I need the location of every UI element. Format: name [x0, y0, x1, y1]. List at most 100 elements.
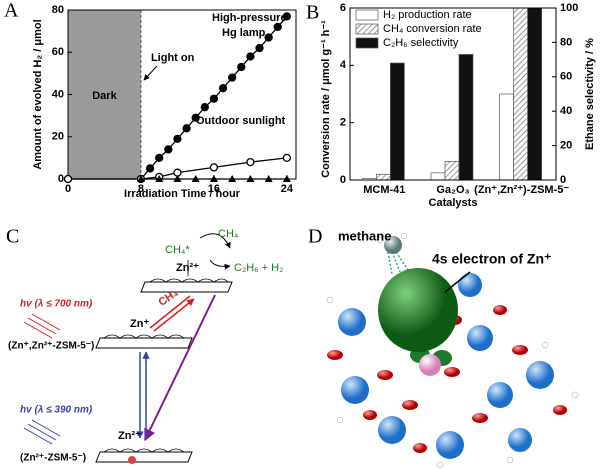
arrow	[153, 298, 195, 332]
zn-atom	[419, 354, 441, 376]
y-tick-label: 20	[52, 131, 64, 143]
light-label: hv (λ ≤ 700 nm)	[20, 299, 93, 310]
h-atom	[336, 416, 344, 424]
light-ray	[31, 313, 61, 331]
arrow	[199, 233, 231, 249]
atom	[553, 405, 567, 415]
legend-label: C₂H₆ selectivity	[383, 37, 459, 49]
h-atom	[376, 236, 384, 244]
legend-swatch	[355, 23, 379, 35]
atom	[363, 410, 377, 420]
marker	[218, 84, 228, 93]
panel-label: B	[306, 2, 319, 24]
state-label: (Zn⁺,Zn²⁺-ZSM-5⁻)	[8, 341, 94, 352]
series-label: Hg lamp	[222, 27, 266, 39]
atom	[378, 416, 406, 444]
species: CH₄	[218, 228, 239, 240]
marker	[191, 113, 200, 122]
species: Zn⁺	[130, 318, 149, 330]
marker	[182, 124, 191, 133]
species: C₂H₆ + H₂	[234, 262, 283, 274]
methane-atom	[384, 236, 402, 254]
bar	[499, 93, 515, 181]
atom	[467, 325, 493, 351]
atom	[508, 428, 532, 452]
marker	[63, 174, 73, 184]
region-label: Dark	[92, 90, 117, 102]
y-axis-label: Amount of evolved H₂ / μmol	[32, 19, 44, 169]
panel-c: C CH₄* CH₄ Zn²⁺ C₂H₆ + H₂ hv (λ ≤ 700 nm…	[6, 226, 283, 464]
plot-frame	[349, 7, 557, 181]
bar	[527, 7, 543, 181]
marker	[209, 94, 219, 103]
species: Zn²⁺	[118, 430, 141, 442]
marker	[246, 157, 255, 167]
state-label: (Zn²⁺-ZSM-5⁻)	[20, 453, 86, 464]
panel-label: A	[4, 0, 19, 22]
marker	[246, 175, 255, 182]
bar	[389, 62, 405, 181]
atom	[472, 413, 488, 423]
series-label: High-pressure	[212, 12, 287, 24]
h-atom	[506, 456, 514, 464]
y2-tick-label: 80	[560, 36, 572, 48]
marker	[282, 153, 292, 163]
marker	[173, 134, 182, 144]
light-ray	[23, 321, 53, 339]
x-tick-label: 24	[281, 183, 294, 195]
legend-label: H₂ production rate	[383, 9, 472, 21]
y2-tick-label: 20	[560, 140, 572, 152]
h-atom	[400, 232, 408, 240]
framework	[103, 334, 185, 339]
y-tick-label: 6	[340, 2, 346, 14]
atom	[444, 367, 460, 377]
framework	[149, 278, 229, 283]
site	[128, 456, 136, 464]
marker	[173, 175, 182, 182]
bar	[375, 173, 391, 181]
atom	[436, 431, 464, 459]
x-tick-label: Ga₂O₃	[436, 184, 469, 196]
y2-tick-label: 100	[560, 2, 578, 14]
x-tick-label: (Zn⁺,Zn²⁺)-ZSM-5⁻	[474, 184, 569, 196]
series-label: Outdoor sunlight	[196, 115, 286, 127]
annotation-arrow	[143, 65, 158, 81]
legend-label: CH₄ conversion rate	[383, 23, 482, 35]
marker	[237, 62, 246, 72]
pointer	[444, 271, 471, 293]
atom	[493, 305, 507, 315]
marker	[136, 175, 145, 182]
y2-axis-label: Ethane selectivity / %	[584, 38, 596, 150]
bar	[458, 54, 474, 181]
atom	[526, 361, 554, 389]
label: methane	[338, 228, 391, 243]
x-axis-label: Catalysts	[429, 197, 478, 209]
atom	[487, 382, 513, 408]
marker	[209, 163, 219, 172]
dark-region	[68, 10, 141, 179]
y-tick-label: 0	[58, 173, 64, 185]
light-label: hv (λ ≤ 390 nm)	[20, 405, 93, 416]
h-atom	[326, 296, 334, 304]
light-ray	[31, 419, 61, 437]
zeolite-slab	[95, 337, 193, 349]
h-atom	[436, 461, 444, 469]
x-tick-label: 0	[65, 183, 71, 195]
marker	[264, 175, 273, 182]
marker	[255, 43, 264, 53]
atom	[327, 350, 343, 360]
atom	[341, 376, 369, 404]
annotation: Light on	[151, 52, 195, 64]
h-atom	[541, 341, 549, 349]
y-axis-label: Conversion rate / μmol g⁻¹ h⁻¹	[320, 20, 332, 178]
y-tick-label: 4	[340, 59, 347, 71]
y-tick-label: 60	[52, 46, 64, 58]
light-ray	[23, 427, 53, 445]
light-ray	[27, 317, 57, 335]
panel-d: D methane 4s electron of Zn⁺	[308, 226, 579, 469]
atom	[377, 370, 393, 380]
bar	[513, 7, 529, 181]
atom	[402, 400, 418, 410]
arrow	[149, 295, 191, 329]
framework	[103, 448, 185, 453]
